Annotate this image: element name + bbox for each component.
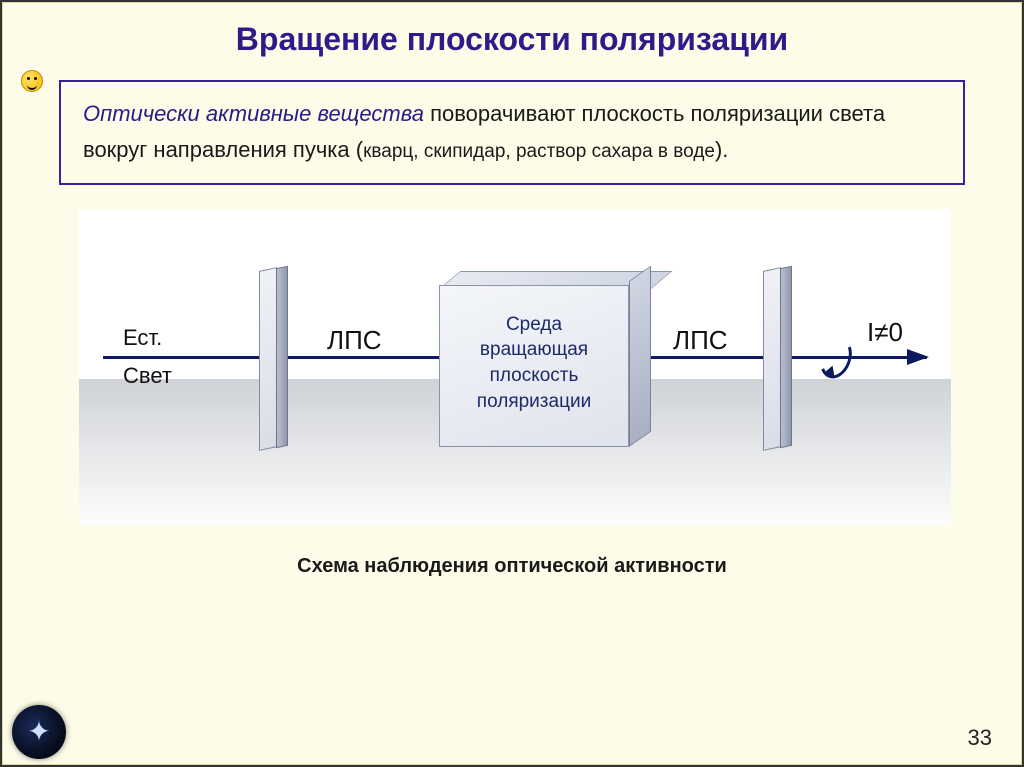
cube-line-1: Среда (448, 312, 620, 338)
rotation-arrow-icon (815, 333, 858, 383)
polarizer-1 (259, 267, 277, 451)
label-lps-2: ЛПС (673, 325, 728, 356)
label-svet: Свет (123, 363, 172, 389)
label-est: Ест. (123, 325, 162, 351)
smiley-icon (21, 70, 43, 92)
label-izero: I≠0 (867, 317, 903, 348)
page-number: 33 (968, 725, 992, 751)
cube-line-2: вращающая (448, 337, 620, 363)
slide-title: Вращение плоскости поляризации (41, 21, 983, 58)
diagram-caption: Схема наблюдения оптической активности (41, 555, 983, 578)
cube-line-4: поляризации (448, 389, 620, 415)
slide: Вращение плоскости поляризации Оптически… (2, 2, 1022, 765)
arrow-head-icon (907, 349, 929, 365)
cube-line-3: плоскость (448, 363, 620, 389)
diagram: Среда вращающая плоскость поляризации Ес… (79, 209, 951, 525)
definition-end: ). (715, 137, 728, 162)
cube-label: Среда вращающая плоскость поляризации (448, 312, 620, 415)
definition-text: Оптически активные вещества поворачивают… (83, 96, 941, 169)
polarizer-2 (763, 267, 781, 451)
label-lps-1: ЛПС (327, 325, 382, 356)
definition-highlight: Оптически активные вещества (83, 101, 424, 126)
cube-front: Среда вращающая плоскость поляризации (439, 285, 629, 447)
logo-icon (12, 705, 66, 759)
definition-small: кварц, скипидар, раствор сахара в воде (363, 141, 715, 162)
definition-box: Оптически активные вещества поворачивают… (59, 80, 965, 185)
cube-side (629, 265, 651, 446)
active-medium: Среда вращающая плоскость поляризации (439, 271, 629, 447)
